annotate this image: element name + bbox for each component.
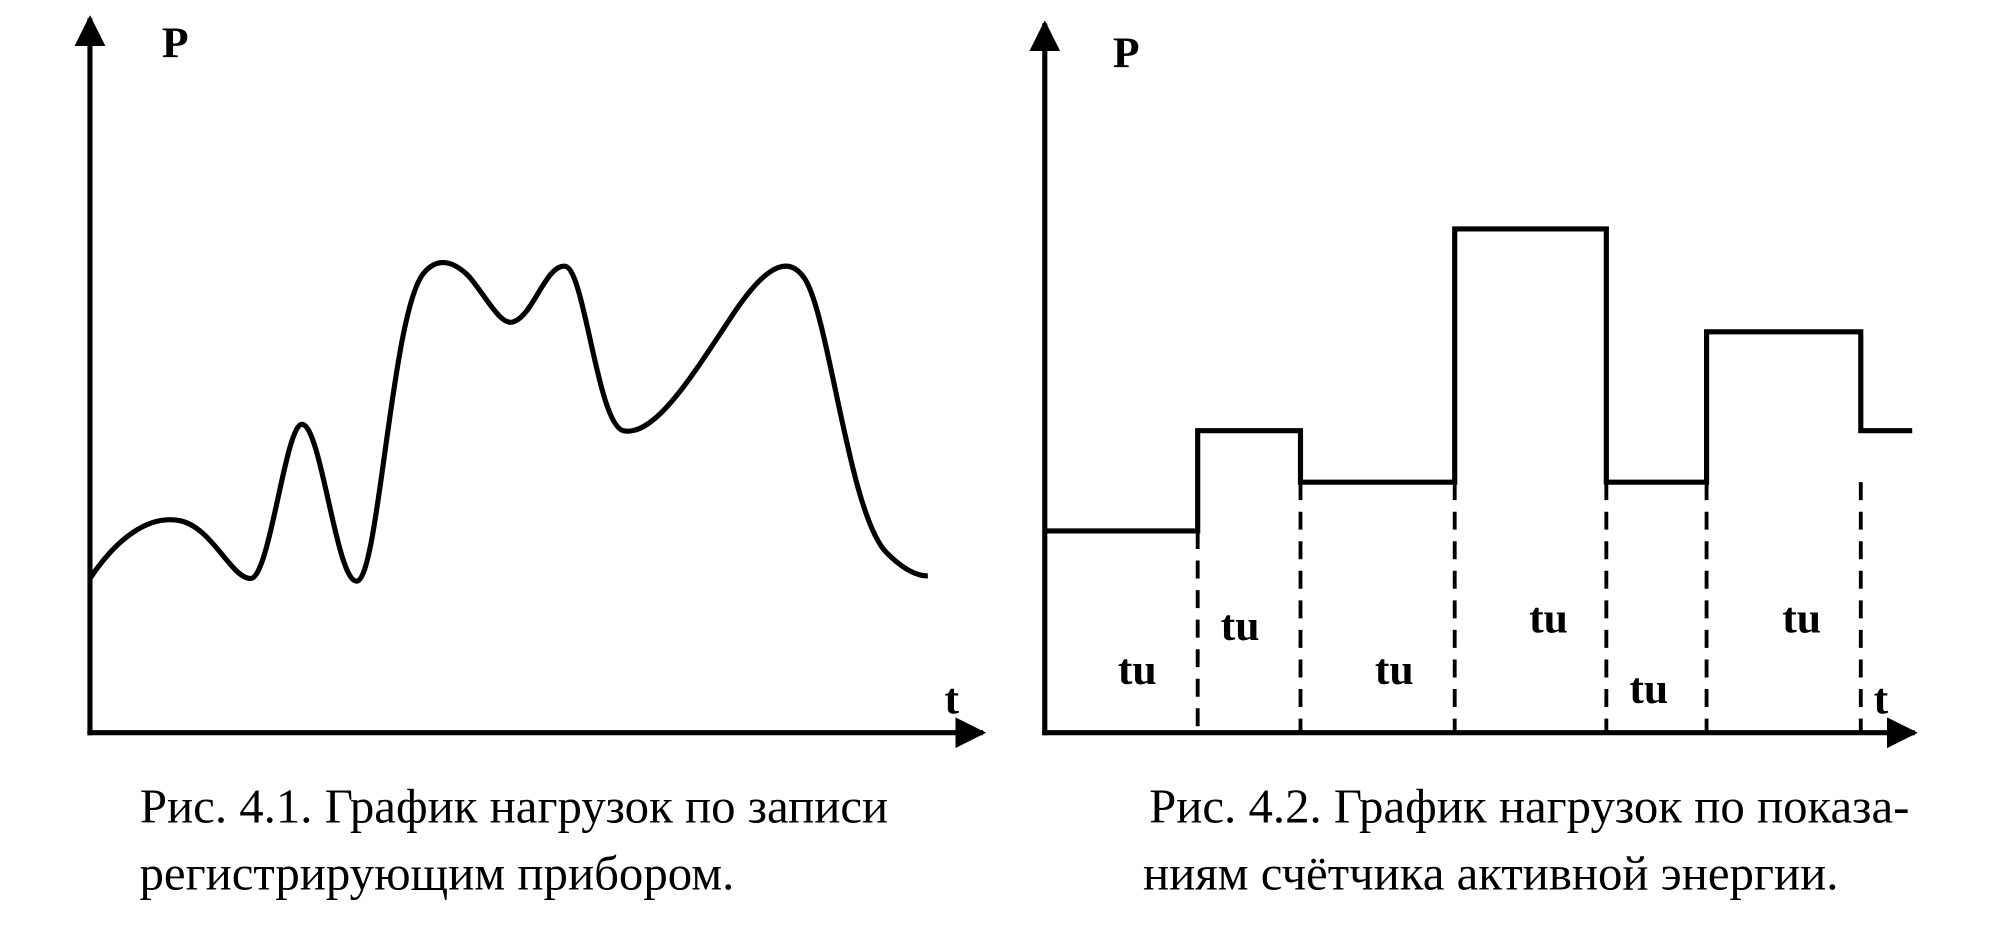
interval-label: tu	[1118, 646, 1157, 694]
caption: ниям счётчика активной энергии.	[1143, 846, 1838, 901]
axis-label: P	[162, 19, 189, 67]
caption: Рис. 4.2. График нагрузок по показа-	[1149, 779, 1909, 834]
caption: регистрирующим прибором.	[140, 846, 735, 901]
load-curve	[87, 260, 928, 584]
caption: Рис. 4.1. График нагрузок по записи	[140, 779, 888, 834]
axis-label: t	[945, 675, 960, 723]
interval-label: tu	[1375, 646, 1414, 694]
figure-1: P t Рис. 4.1. График нагрузок по записи …	[74, 15, 987, 901]
axis-label: P	[1113, 29, 1140, 77]
figure-2: P t tu tu tu tu tu tu Рис. 4.2. График н…	[1029, 20, 1918, 901]
interval-label: tu	[1629, 665, 1668, 713]
interval-label: tu	[1221, 602, 1260, 650]
interval-dividers	[1195, 482, 1863, 733]
axis-label: t	[1874, 675, 1889, 723]
interval-label: tu	[1782, 594, 1821, 642]
interval-label: tu	[1529, 594, 1568, 642]
step-load	[1044, 226, 1913, 534]
